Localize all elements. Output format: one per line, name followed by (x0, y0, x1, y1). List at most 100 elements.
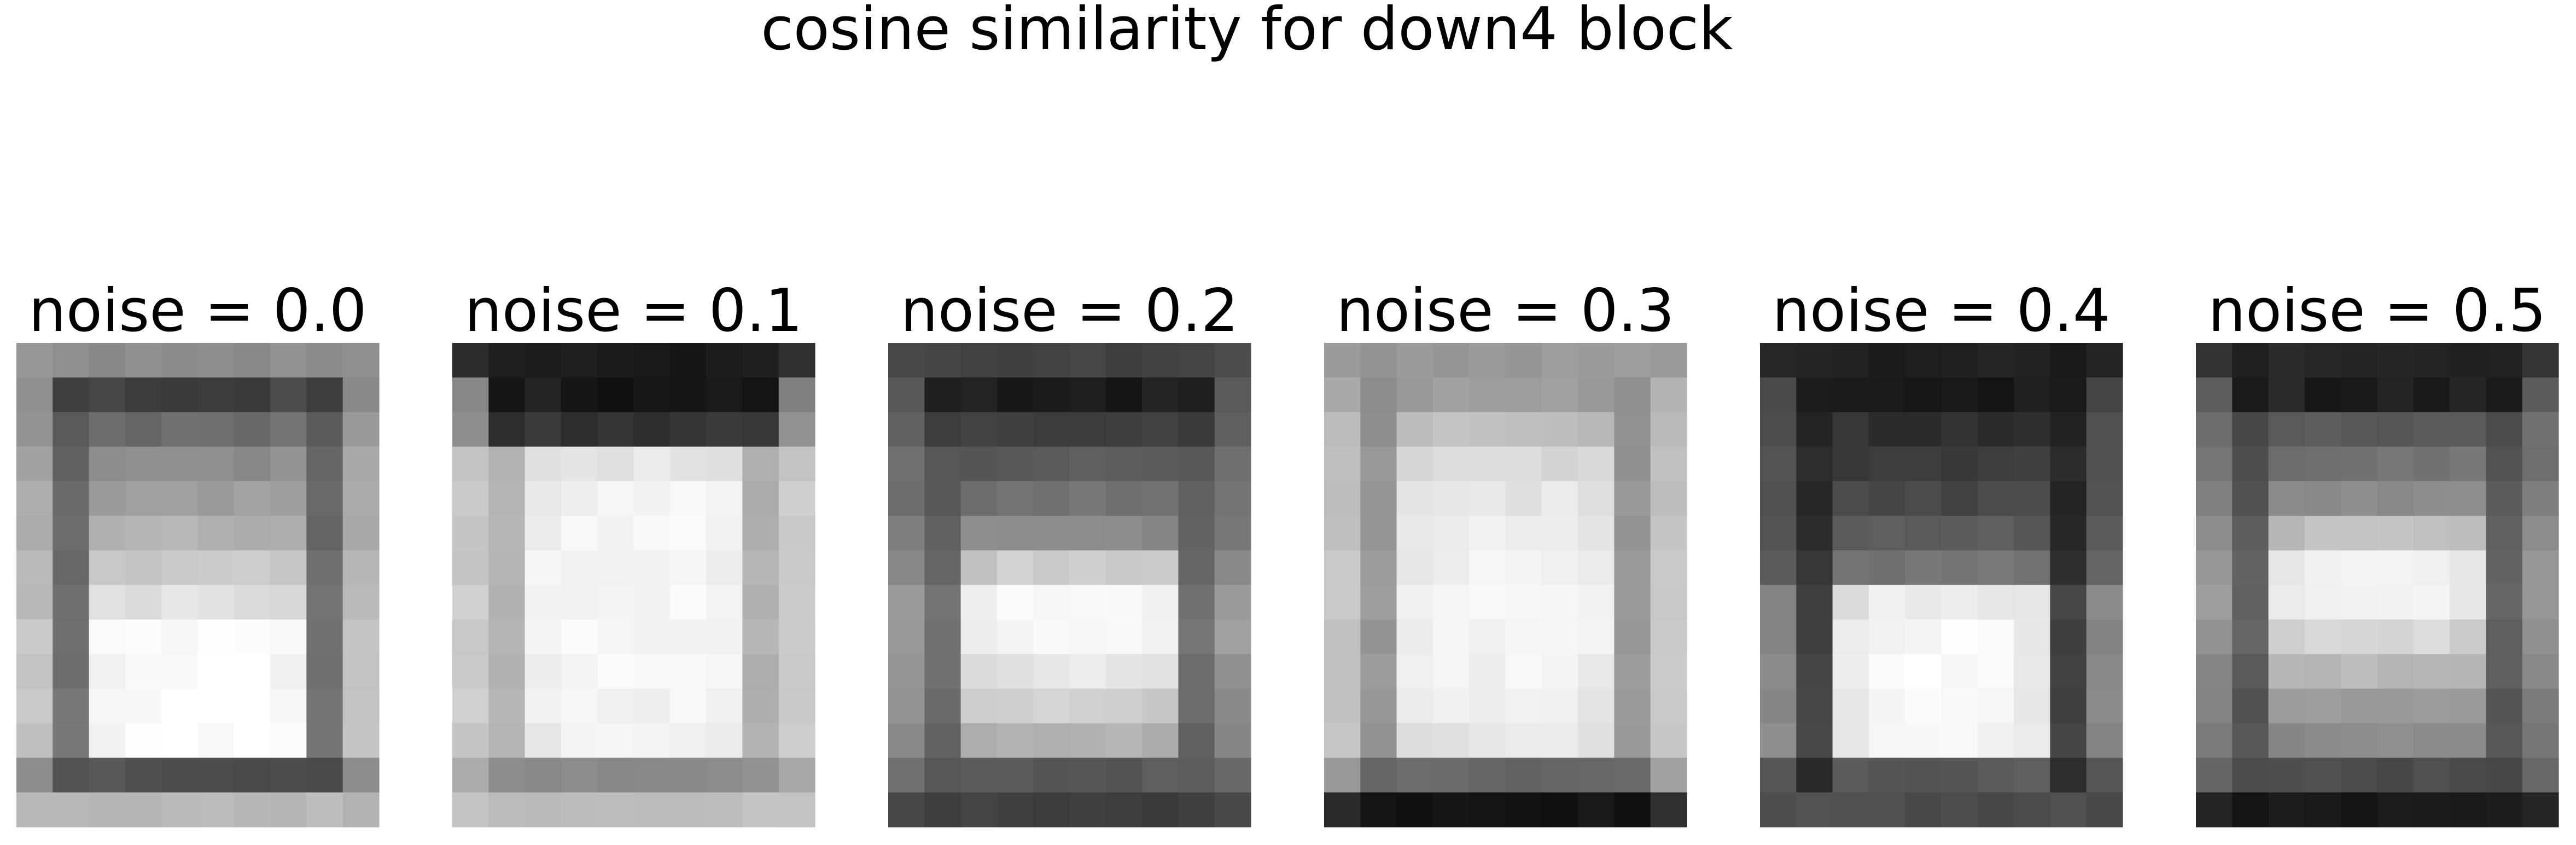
heatmap-cell (2196, 412, 2233, 447)
heatmap-cell (742, 516, 779, 551)
heatmap-cell (1977, 723, 2014, 759)
heatmap-cell (1178, 689, 1215, 724)
heatmap-cell (1614, 516, 1651, 551)
heatmap-cell (597, 757, 634, 793)
heatmap-cell (1905, 689, 1942, 724)
heatmap-cell (2014, 792, 2050, 827)
heatmap-cell (161, 446, 199, 482)
heatmap-cell (1432, 550, 1470, 586)
heatmap-cell (1905, 481, 1942, 516)
heatmap-cell (924, 516, 961, 551)
heatmap-cell (197, 757, 235, 793)
heatmap-cell (561, 516, 598, 551)
heatmap-cell (270, 757, 307, 793)
heatmap-cell (16, 343, 53, 378)
heatmap-cell (2413, 377, 2450, 413)
heatmap-cell (2196, 619, 2233, 655)
heatmap-cell (2377, 550, 2414, 586)
heatmap-cell (742, 689, 779, 724)
heatmap-cell (633, 446, 671, 482)
heatmap-cell (89, 446, 126, 482)
heatmap-cell (1178, 550, 1215, 586)
heatmap-cell (2232, 654, 2269, 689)
heatmap-cell (1324, 550, 1361, 586)
heatmap-cell (778, 481, 815, 516)
heatmap-cell (1541, 723, 1578, 759)
heatmap-cell (1760, 343, 1797, 378)
heatmap-cell (2086, 412, 2123, 447)
heatmap-cell (524, 792, 562, 827)
heatmap-cell (1178, 792, 1215, 827)
heatmap-cell (2050, 412, 2087, 447)
heatmap-cell (1324, 689, 1361, 724)
heatmap-cell (996, 516, 1034, 551)
heatmap-cell (2014, 412, 2050, 447)
heatmap-cell (888, 343, 925, 378)
heatmap-cell (2304, 446, 2341, 482)
heatmap-cell (1069, 689, 1106, 724)
heatmap-cell (488, 619, 526, 655)
heatmap-cell (342, 585, 380, 620)
heatmap-cell (1432, 446, 1470, 482)
heatmap-cell (1650, 792, 1687, 827)
heatmap-cell (270, 446, 307, 482)
heatmap-cell (1505, 550, 1542, 586)
heatmap-cell (306, 654, 343, 689)
heatmap-cell (2196, 550, 2233, 586)
heatmap-cell (89, 343, 126, 378)
heatmap-cell (2450, 516, 2486, 551)
heatmap-cell (561, 481, 598, 516)
heatmap-cell (161, 412, 199, 447)
heatmap-cell (2014, 550, 2050, 586)
heatmap-cell (2014, 723, 2050, 759)
heatmap-cell (1396, 377, 1433, 413)
heatmap-cell (2341, 757, 2378, 793)
heatmap-cell (633, 723, 671, 759)
heatmap-cell (1541, 377, 1578, 413)
heatmap-cell (2268, 654, 2305, 689)
heatmap-cell (1324, 516, 1361, 551)
heatmap-cell (561, 792, 598, 827)
heatmap-cell (342, 550, 380, 586)
heatmap-cell (1069, 412, 1106, 447)
heatmap-cell (125, 654, 162, 689)
heatmap-cell (1941, 516, 1978, 551)
heatmap-cell (633, 550, 671, 586)
heatmap-cell (53, 654, 90, 689)
heatmap-cell (197, 689, 235, 724)
heatmap-cell (161, 757, 199, 793)
heatmap-cell (1541, 550, 1578, 586)
heatmap-cell (2413, 585, 2450, 620)
heatmap-cell (524, 550, 562, 586)
heatmap-cell (342, 619, 380, 655)
heatmap-cell (2377, 585, 2414, 620)
heatmap-cell (706, 585, 743, 620)
heatmap-cell (1650, 550, 1687, 586)
heatmap-cell (524, 516, 562, 551)
heatmap-cell (669, 550, 707, 586)
heatmap-cell (1396, 585, 1433, 620)
heatmap-cell (742, 792, 779, 827)
heatmap-cell (1977, 550, 2014, 586)
heatmap-cell (1105, 585, 1143, 620)
heatmap-cell (1432, 654, 1470, 689)
heatmap-cell (1505, 757, 1542, 793)
heatmap-cell (1069, 377, 1106, 413)
heatmap-cell (53, 619, 90, 655)
heatmap-cell (234, 377, 271, 413)
heatmap-cell (1905, 757, 1942, 793)
heatmap-cell (1905, 516, 1942, 551)
heatmap-cell (1142, 343, 1179, 378)
heatmap-cell (1214, 446, 1251, 482)
heatmap-cell (742, 654, 779, 689)
heatmap-cell (742, 481, 779, 516)
heatmap-cell (1614, 619, 1651, 655)
heatmap-cell (2050, 792, 2087, 827)
heatmap-cell (234, 619, 271, 655)
heatmap-cell (524, 723, 562, 759)
heatmap-cell (1941, 619, 1978, 655)
heatmap-cell (1432, 689, 1470, 724)
heatmap-cell (1941, 343, 1978, 378)
heatmap-cell (2268, 757, 2305, 793)
heatmap-cell (1832, 481, 1869, 516)
